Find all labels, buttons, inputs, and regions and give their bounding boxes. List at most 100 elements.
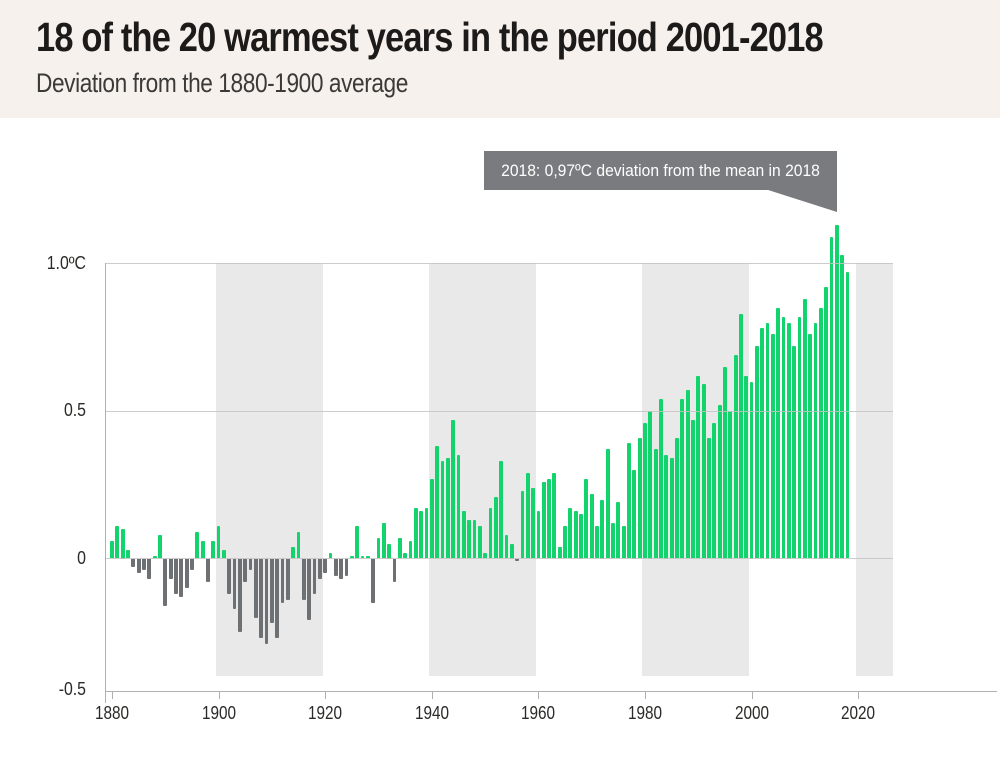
- bar-1961[interactable]: [541, 481, 546, 559]
- bar-1963[interactable]: [552, 472, 557, 559]
- bar-1989[interactable]: [691, 419, 695, 559]
- bar-1949[interactable]: [477, 526, 482, 559]
- bar-1984[interactable]: [664, 455, 669, 559]
- bar-1897[interactable]: [200, 540, 205, 559]
- bar-1964[interactable]: [557, 546, 562, 559]
- bar-1894[interactable]: [184, 558, 189, 588]
- bar-2009[interactable]: [797, 316, 802, 559]
- bar-1895[interactable]: [190, 558, 194, 571]
- bar-1990[interactable]: [696, 375, 701, 559]
- bar-1882[interactable]: [120, 529, 125, 559]
- bar-1972[interactable]: [600, 499, 605, 559]
- bar-1901[interactable]: [222, 549, 226, 559]
- bar-1907[interactable]: [254, 558, 258, 618]
- bar-1953[interactable]: [499, 461, 503, 559]
- bar-1900[interactable]: [216, 526, 221, 559]
- bar-1977[interactable]: [627, 443, 631, 559]
- bar-1983[interactable]: [659, 399, 663, 559]
- bar-1905[interactable]: [243, 558, 248, 583]
- bar-1927[interactable]: [360, 555, 365, 559]
- bar-1951[interactable]: [488, 508, 493, 559]
- bar-1950[interactable]: [483, 552, 487, 559]
- bar-1960[interactable]: [536, 511, 541, 559]
- bar-1934[interactable]: [397, 537, 402, 559]
- bar-1929[interactable]: [371, 558, 376, 603]
- bar-2007[interactable]: [787, 322, 791, 559]
- bar-1910[interactable]: [270, 558, 274, 624]
- bar-1945[interactable]: [456, 455, 461, 559]
- bar-2017[interactable]: [840, 254, 845, 559]
- bar-1962[interactable]: [547, 478, 551, 559]
- bar-1896[interactable]: [195, 531, 200, 559]
- bar-1881[interactable]: [115, 526, 120, 559]
- bar-1944[interactable]: [451, 419, 456, 559]
- bar-1992[interactable]: [707, 437, 711, 559]
- bar-1888[interactable]: [152, 555, 157, 559]
- bar-1958[interactable]: [525, 472, 530, 559]
- bar-1937[interactable]: [413, 508, 418, 559]
- bar-1940[interactable]: [429, 478, 434, 559]
- bar-1982[interactable]: [653, 449, 658, 559]
- bar-2012[interactable]: [813, 322, 818, 559]
- bar-1978[interactable]: [632, 470, 637, 559]
- bar-1924[interactable]: [344, 558, 349, 577]
- bar-1986[interactable]: [675, 437, 679, 559]
- bar-1909[interactable]: [264, 558, 269, 645]
- bar-1926[interactable]: [355, 526, 360, 559]
- bar-1954[interactable]: [504, 534, 509, 559]
- bar-1898[interactable]: [206, 558, 210, 583]
- bar-1917[interactable]: [307, 558, 312, 621]
- bar-1889[interactable]: [158, 534, 162, 559]
- bar-1923[interactable]: [339, 558, 344, 580]
- bar-1946[interactable]: [461, 511, 466, 559]
- bar-1886[interactable]: [142, 558, 146, 571]
- bar-1920[interactable]: [323, 558, 328, 574]
- bar-1915[interactable]: [296, 531, 301, 559]
- bar-1942[interactable]: [440, 461, 445, 559]
- bar-1948[interactable]: [472, 520, 477, 559]
- bar-1891[interactable]: [168, 558, 173, 580]
- bar-1930[interactable]: [376, 537, 381, 559]
- bar-1908[interactable]: [259, 558, 264, 639]
- bar-1995[interactable]: [723, 366, 727, 559]
- bar-1911[interactable]: [275, 558, 280, 639]
- bar-1887[interactable]: [147, 558, 152, 580]
- bar-1975[interactable]: [616, 502, 621, 559]
- bar-2004[interactable]: [771, 334, 775, 559]
- bar-1985[interactable]: [669, 458, 674, 559]
- bar-1956[interactable]: [515, 558, 519, 562]
- bar-1928[interactable]: [365, 555, 370, 559]
- bar-1892[interactable]: [174, 558, 178, 594]
- bar-1903[interactable]: [232, 558, 237, 609]
- bar-2001[interactable]: [755, 346, 759, 559]
- bar-1997[interactable]: [733, 354, 738, 559]
- bar-1902[interactable]: [227, 558, 232, 594]
- bar-1998[interactable]: [739, 313, 743, 559]
- bar-1914[interactable]: [291, 546, 296, 559]
- bar-1921[interactable]: [328, 552, 333, 559]
- bar-1919[interactable]: [317, 558, 322, 580]
- bar-1959[interactable]: [531, 487, 535, 559]
- bar-1947[interactable]: [467, 520, 471, 559]
- bar-1925[interactable]: [349, 555, 354, 559]
- bar-2013[interactable]: [818, 307, 823, 559]
- bar-1971[interactable]: [595, 526, 599, 559]
- bar-2014[interactable]: [824, 287, 829, 559]
- bar-1988[interactable]: [685, 390, 690, 559]
- bar-1994[interactable]: [717, 405, 722, 559]
- bar-1906[interactable]: [248, 558, 253, 571]
- bar-1912[interactable]: [280, 558, 285, 603]
- bar-1967[interactable]: [573, 511, 578, 559]
- bar-1913[interactable]: [285, 558, 290, 600]
- bar-2008[interactable]: [792, 346, 797, 559]
- bar-2006[interactable]: [781, 316, 786, 559]
- bar-1936[interactable]: [408, 540, 413, 559]
- bar-2015[interactable]: [829, 236, 834, 559]
- bar-1880[interactable]: [110, 540, 114, 559]
- bar-1941[interactable]: [435, 446, 440, 559]
- bar-1979[interactable]: [637, 437, 642, 559]
- bar-1939[interactable]: [424, 508, 429, 559]
- bar-2010[interactable]: [803, 298, 807, 559]
- bar-2016[interactable]: [834, 225, 839, 559]
- bar-2018[interactable]: [845, 272, 850, 559]
